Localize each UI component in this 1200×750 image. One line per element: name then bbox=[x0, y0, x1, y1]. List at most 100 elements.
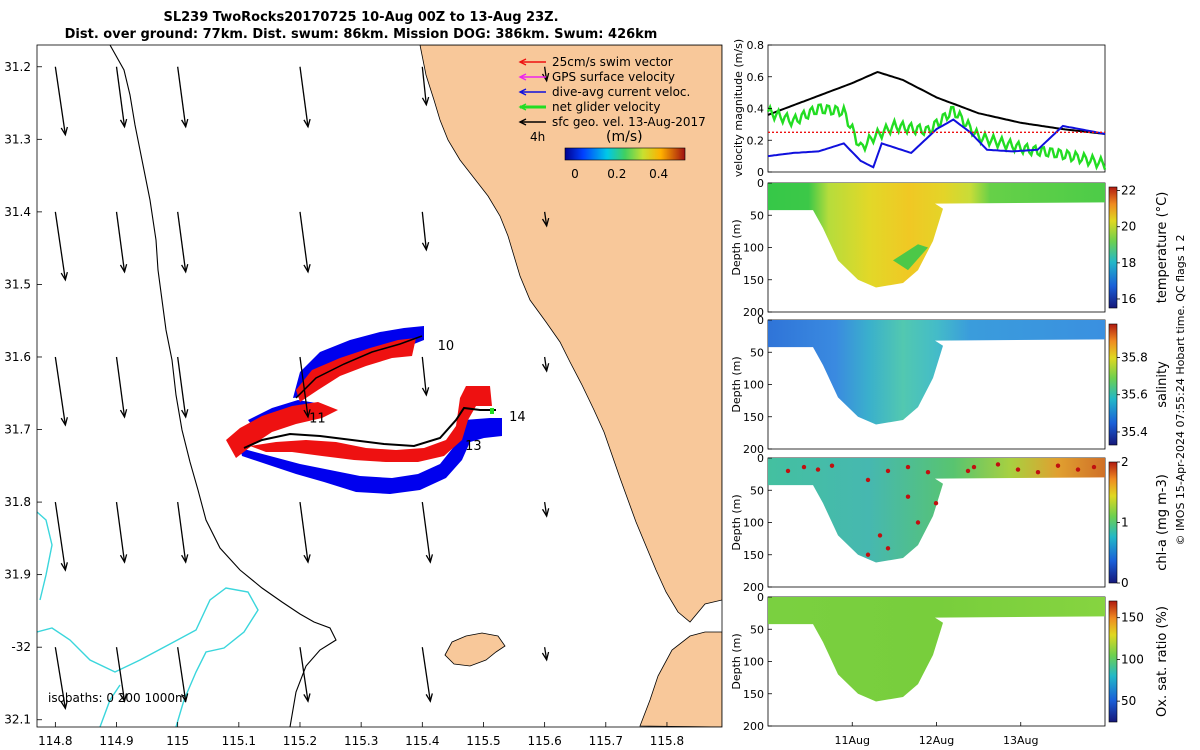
glider-track-north bbox=[295, 335, 423, 399]
section-y-tick-label: 200 bbox=[743, 443, 764, 456]
chl-spike-dot bbox=[1015, 467, 1021, 472]
section-y-tick-label: 100 bbox=[743, 517, 764, 530]
geo-velocity-arrow bbox=[421, 647, 431, 702]
legend-label: net glider velocity bbox=[552, 100, 660, 114]
section-ylabel: Depth (m) bbox=[730, 356, 743, 412]
geo-velocity-arrow bbox=[177, 356, 187, 418]
map-x-tick-label: 115 bbox=[166, 734, 189, 748]
map-y-tick-label: 31.7 bbox=[4, 423, 31, 437]
velocity-y-tick-label: 0.6 bbox=[747, 71, 765, 84]
chl-spike-dot bbox=[815, 467, 821, 472]
section-y-tick-label: 0 bbox=[757, 314, 764, 327]
map-colorbar-ticks: 0 0.2 0.4 bbox=[571, 167, 668, 181]
time-x-tick-label: 13Aug bbox=[1003, 734, 1038, 747]
map-x-tick-label: 115.4 bbox=[405, 734, 439, 748]
map-x-tick-label: 114.9 bbox=[99, 734, 133, 748]
map-y-tick-label: 31.2 bbox=[4, 60, 31, 74]
geo-velocity-arrow bbox=[543, 211, 548, 226]
map-colorbar-label: (m/s) bbox=[606, 129, 643, 145]
geo-velocity-arrow bbox=[54, 66, 66, 135]
velocity-y-tick-label: 0.2 bbox=[747, 134, 765, 147]
map-x-tick-label: 114.8 bbox=[38, 734, 72, 748]
section-y-tick-label: 100 bbox=[743, 379, 764, 392]
geo-velocity-arrow bbox=[421, 66, 427, 105]
legend-label: sfc geo. vel. 13-Aug-2017 bbox=[552, 115, 706, 129]
geo-velocity-arrow bbox=[299, 356, 309, 418]
map-y-axis: 31.2 31.3 31.4 31.5 31.6 31.7 31.8 31.9 -32 32.1 bbox=[4, 60, 42, 727]
geo-velocity-arrowhead bbox=[541, 217, 550, 228]
map-x-tick-label: 115.5 bbox=[466, 734, 500, 748]
time-x-tick-label: 12Aug bbox=[919, 734, 954, 747]
temperature-section: 0 50 100 150 200 Depth (m) 22 20 18 16 temperature… bbox=[730, 177, 1170, 319]
geo-velocity-arrow bbox=[299, 211, 309, 272]
section-y-tick-label: 150 bbox=[743, 411, 764, 424]
geo-velocity-arrow bbox=[54, 211, 66, 280]
section-y-tick-label: 50 bbox=[750, 209, 764, 222]
geo-velocity-arrowhead bbox=[541, 72, 550, 83]
geo-velocity-arrow bbox=[543, 66, 548, 81]
chl-spike-dot bbox=[785, 468, 791, 474]
section-ylabel: Depth (m) bbox=[730, 494, 743, 550]
track-label: 11 bbox=[309, 412, 326, 427]
map-y-tick-label: 31.9 bbox=[4, 568, 31, 582]
section-field bbox=[768, 320, 1105, 425]
legend-arrowhead bbox=[518, 88, 527, 96]
track-label: 14 bbox=[509, 410, 526, 425]
geo-velocity-arrow bbox=[299, 66, 309, 127]
section-y-tick-label: 50 bbox=[750, 484, 764, 497]
chl-spike-dot bbox=[885, 546, 891, 551]
geo-velocity-arrowhead bbox=[119, 263, 128, 274]
chl-spike-dot bbox=[801, 464, 807, 470]
chl-spike-dot bbox=[1055, 463, 1061, 468]
chl-spike-dot bbox=[865, 477, 871, 483]
isobaths-label: isobaths: 0 200 1000m bbox=[48, 691, 187, 705]
section-y-tick-label: 200 bbox=[743, 306, 764, 319]
section-y-tick-label: 200 bbox=[743, 581, 764, 594]
section-colorbar-tick-label: 100 bbox=[1121, 652, 1144, 666]
map-y-tick-label: 32.1 bbox=[4, 713, 31, 727]
section-colorbar bbox=[1108, 600, 1118, 723]
geo-velocity-arrowhead bbox=[303, 693, 311, 703]
section-field bbox=[768, 597, 1105, 702]
geo-velocity-arrow bbox=[543, 647, 548, 660]
geo-velocity-arrow bbox=[177, 211, 187, 272]
chl-spike-dot bbox=[885, 468, 891, 474]
geo-velocity-arrowhead bbox=[181, 263, 189, 274]
section-colorbar bbox=[1108, 323, 1118, 446]
section-colorbar-tick-label: 35.8 bbox=[1121, 351, 1148, 365]
geo-velocity-arrowhead bbox=[119, 118, 128, 129]
geo-velocity-arrow bbox=[115, 66, 126, 127]
geo-velocity-arrowhead bbox=[181, 409, 189, 419]
section-y-tick-label: 0 bbox=[757, 452, 764, 465]
chl-spike-dot bbox=[829, 463, 835, 468]
section-colorbar-tick-label: 20 bbox=[1121, 220, 1136, 234]
geo-velocity-arrow bbox=[421, 211, 427, 250]
chl-spike-dot bbox=[905, 464, 911, 470]
map-y-tick-label: -32 bbox=[11, 640, 31, 654]
map-colorbar-tick: 0.2 bbox=[607, 167, 626, 181]
land-peninsula bbox=[639, 631, 722, 727]
section-feature bbox=[893, 244, 928, 271]
section-y-tick-label: 100 bbox=[743, 242, 764, 255]
section-y-tick-label: 0 bbox=[757, 591, 764, 604]
geo-velocity-arrow bbox=[543, 501, 548, 517]
section-ylabel: Depth (m) bbox=[730, 633, 743, 689]
section-colorbar-tick-label: 18 bbox=[1121, 256, 1136, 270]
track-label: 10 bbox=[438, 339, 455, 354]
legend-arrowhead bbox=[518, 58, 527, 66]
section-colorbar-label: chl-a (mg m-3) bbox=[1155, 474, 1170, 571]
map-x-tick-label: 115.3 bbox=[344, 734, 378, 748]
geo-velocity-arrow bbox=[115, 647, 126, 702]
salinity-section: 0 50 100 150 200 Depth (m) 35.8 35.6 35.4 salinit… bbox=[730, 314, 1170, 456]
chl-spike-dot bbox=[915, 520, 921, 525]
geo-velocity-arrowhead bbox=[60, 417, 68, 427]
geo-velocity-arrowhead bbox=[181, 118, 189, 129]
chl-spike-dot bbox=[925, 469, 931, 475]
legend-label: 25cm/s swim vector bbox=[552, 55, 673, 69]
geo-velocity-arrow bbox=[54, 647, 66, 709]
velocity-y-tick-label: 0.8 bbox=[747, 39, 765, 52]
geo-velocity-arrowhead bbox=[180, 693, 189, 703]
section-colorbar-tick-label: 16 bbox=[1121, 292, 1136, 306]
